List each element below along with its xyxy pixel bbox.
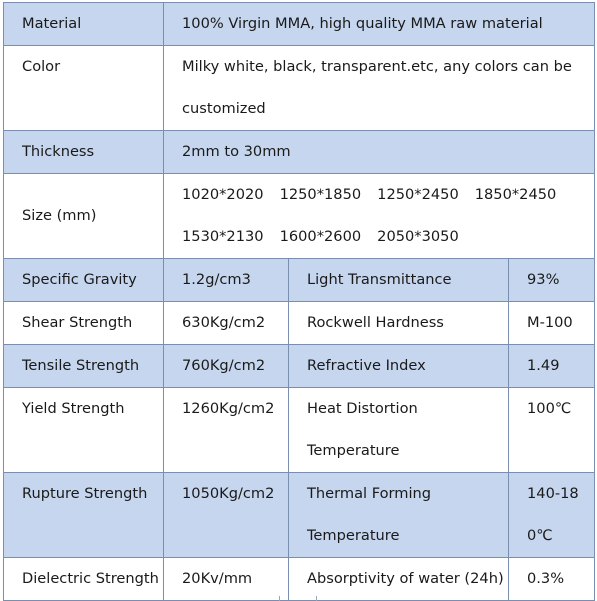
value-rockwell-hardness: M-100	[508, 301, 595, 345]
value-tensile-strength: 760Kg/cm2	[163, 344, 289, 388]
value-dielectric-strength: 20Kv/mm	[163, 557, 289, 601]
value-thermal-forming: 140-18 0℃	[508, 472, 595, 558]
value-color: Milky white, black, transparent.etc, any…	[163, 45, 595, 131]
label-rupture-strength: Rupture Strength	[3, 472, 164, 558]
size-line-1: 1020*2020 1250*1850 1250*2450 1850*2450	[182, 175, 594, 217]
row-tensile-strength: Tensile Strength 760Kg/cm2 Refractive In…	[3, 344, 595, 388]
value-size: 1020*2020 1250*1850 1250*2450 1850*2450 153…	[163, 173, 595, 259]
value-thickness: 2mm to 30mm	[163, 130, 595, 174]
value-color-line2: customized	[182, 100, 266, 117]
label-thermal-forming-line1: Thermal Forming	[307, 485, 432, 502]
row-dielectric-strength: Dielectric Strength 20Kv/mm Absorptivity…	[3, 557, 595, 601]
label-yield-strength: Yield Strength	[3, 387, 164, 473]
value-absorptivity: 0.3%	[508, 557, 595, 601]
label-heat-distortion: Heat Distortion Temperature	[288, 387, 509, 473]
size-value: 1250*2450	[377, 186, 459, 203]
label-light-transmittance: Light Transmittance	[288, 258, 509, 302]
row-size: Size (mm) 1020*2020 1250*1850 1250*2450 185…	[3, 173, 595, 259]
size-value: 1020*2020	[182, 186, 264, 203]
label-refractive-index: Refractive Index	[288, 344, 509, 388]
value-shear-strength: 630Kg/cm2	[163, 301, 289, 345]
row-color: Color Milky white, black, transparent.et…	[3, 45, 595, 131]
row-thickness: Thickness 2mm to 30mm	[3, 130, 595, 174]
label-specific-gravity: Specific Gravity	[3, 258, 164, 302]
spec-sheet: Material 100% Virgin MMA, high quality M…	[3, 2, 595, 601]
row-material: Material 100% Virgin MMA, high quality M…	[3, 2, 595, 46]
value-light-transmittance: 93%	[508, 258, 595, 302]
value-specific-gravity: 1.2g/cm3	[163, 258, 289, 302]
value-yield-strength: 1260Kg/cm2	[163, 387, 289, 473]
size-value: 1600*2600	[279, 228, 362, 245]
specification-table: Material 100% Virgin MMA, high quality M…	[3, 2, 595, 601]
label-thermal-forming: Thermal Forming Temperature	[288, 472, 509, 558]
table-edge-stub	[316, 596, 317, 601]
value-thermal-forming-line2: 0℃	[527, 527, 553, 544]
row-rupture-strength: Rupture Strength 1050Kg/cm2 Thermal Form…	[3, 472, 595, 558]
row-yield-strength: Yield Strength 1260Kg/cm2 Heat Distortio…	[3, 387, 595, 473]
label-material: Material	[3, 2, 164, 46]
row-shear-strength: Shear Strength 630Kg/cm2 Rockwell Hardne…	[3, 301, 595, 345]
label-heat-distortion-line2: Temperature	[307, 442, 400, 459]
label-tensile-strength: Tensile Strength	[3, 344, 164, 388]
size-value: 2050*3050	[377, 228, 459, 245]
label-thickness: Thickness	[3, 130, 164, 174]
value-rupture-strength: 1050Kg/cm2	[163, 472, 289, 558]
label-dielectric-strength: Dielectric Strength	[3, 557, 164, 601]
size-value: 1530*2130	[182, 228, 264, 245]
value-heat-distortion: 100℃	[508, 387, 595, 473]
label-heat-distortion-line1: Heat Distortion	[307, 400, 418, 417]
value-color-line1: Milky white, black, transparent.etc, any…	[182, 58, 572, 75]
label-thermal-forming-line2: Temperature	[307, 527, 400, 544]
size-value: 1250*1850	[279, 186, 362, 203]
value-material: 100% Virgin MMA, high quality MMA raw ma…	[163, 2, 595, 46]
label-absorptivity: Absorptivity of water (24h)	[288, 557, 509, 601]
label-color: Color	[3, 45, 164, 131]
label-size: Size (mm)	[3, 173, 164, 259]
label-rockwell-hardness: Rockwell Hardness	[288, 301, 509, 345]
label-shear-strength: Shear Strength	[3, 301, 164, 345]
row-specific-gravity: Specific Gravity 1.2g/cm3 Light Transmit…	[3, 258, 595, 302]
size-value: 1850*2450	[474, 186, 557, 203]
value-refractive-index: 1.49	[508, 344, 595, 388]
size-line-2: 1530*2130 1600*2600 2050*3050	[182, 216, 594, 258]
table-edge-stub	[279, 596, 280, 601]
value-thermal-forming-line1: 140-18	[527, 485, 579, 502]
